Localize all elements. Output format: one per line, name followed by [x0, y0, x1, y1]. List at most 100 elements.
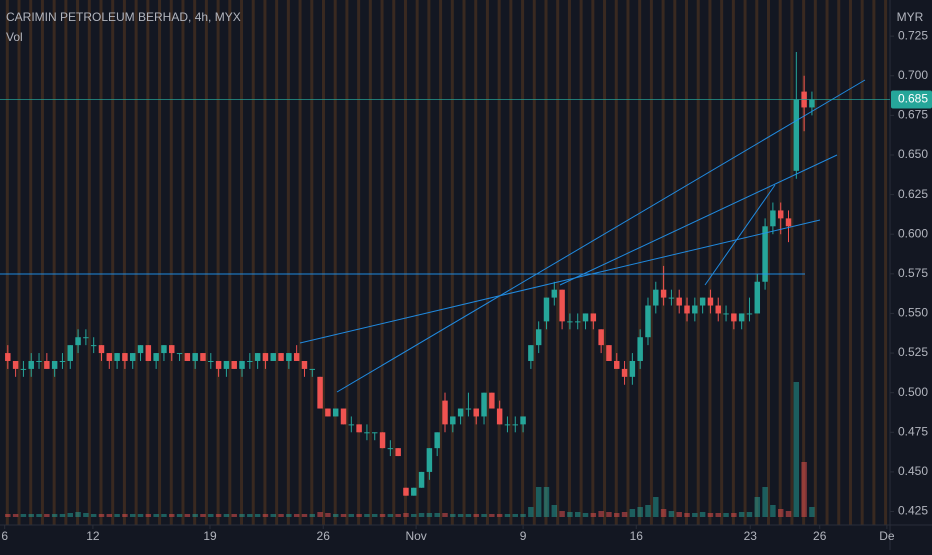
candle-body	[145, 345, 152, 361]
volume-bar	[574, 512, 581, 517]
session-stripe	[579, 0, 583, 525]
volume-bar	[559, 511, 565, 517]
volume-bar	[668, 511, 675, 517]
candle-body	[598, 329, 604, 346]
last-price-label: 0.685	[898, 92, 928, 106]
volume-bar	[621, 512, 628, 517]
session-stripe	[29, 0, 33, 525]
candle-body	[707, 297, 714, 306]
x-tick-label: 6	[1, 529, 8, 543]
trend-line	[704, 184, 776, 286]
volume-bar	[75, 512, 81, 517]
volume-bar	[59, 514, 66, 517]
volume-bar	[379, 514, 386, 517]
volume-bar	[660, 509, 667, 517]
candle-body	[20, 368, 27, 370]
candle-body	[520, 416, 526, 425]
volume-bar	[90, 514, 97, 517]
volume-bar	[715, 513, 721, 517]
candle-body	[169, 345, 175, 354]
volume-bar	[247, 514, 253, 517]
session-stripe	[626, 0, 630, 525]
candle-body	[176, 353, 183, 355]
candle-body	[496, 408, 503, 425]
volume-bar	[590, 513, 597, 517]
candle-body	[645, 305, 651, 338]
candle-body	[434, 432, 440, 449]
volume-bar	[629, 509, 636, 517]
candle-body	[731, 313, 737, 322]
session-stripe	[696, 0, 700, 525]
volume-bar	[746, 512, 753, 517]
volume-bar	[551, 505, 558, 517]
volume-bar	[286, 514, 292, 517]
x-tick-label: Nov	[405, 529, 426, 543]
volume-bar	[387, 514, 394, 517]
candle-body	[231, 360, 237, 369]
session-stripe	[146, 0, 150, 525]
volume-bar	[512, 514, 518, 517]
volume-bar	[785, 511, 792, 517]
session-stripe	[415, 0, 419, 525]
volume-bar	[106, 514, 113, 517]
volume-bar	[426, 513, 433, 517]
volume-bar	[801, 462, 807, 517]
candle-body	[809, 99, 815, 108]
candle-body	[543, 297, 550, 322]
session-stripe	[521, 0, 525, 525]
volume-bar	[254, 514, 261, 517]
volume-bar	[114, 514, 120, 517]
volume-bar	[707, 513, 714, 517]
session-stripe	[603, 0, 607, 525]
volume-bar	[145, 514, 152, 517]
volume-bar	[473, 514, 479, 517]
volume-bar	[528, 507, 534, 517]
volume-bar	[192, 514, 198, 517]
volume-bar	[731, 513, 737, 517]
candle-body	[153, 353, 159, 361]
volume-bar	[481, 514, 487, 517]
session-stripe	[872, 0, 876, 525]
candle-body	[36, 360, 42, 362]
y-tick-label: 0.575	[898, 266, 928, 280]
volume-bar	[278, 514, 284, 517]
candle-body	[215, 360, 222, 369]
candle-body	[83, 337, 89, 339]
candle-body	[372, 432, 378, 434]
session-stripe	[485, 0, 489, 525]
candle-body	[192, 353, 198, 361]
volume-bar	[98, 514, 105, 517]
candle-body	[67, 345, 73, 361]
session-stripe	[275, 0, 279, 525]
candle-body	[254, 353, 261, 361]
candle-body	[559, 289, 565, 322]
candle-body	[777, 210, 784, 219]
candle-body	[325, 408, 331, 417]
volume-bar	[36, 514, 42, 517]
volume-bar	[169, 514, 175, 517]
volume-bar	[645, 505, 651, 517]
volume-bar	[496, 514, 503, 517]
volume-bar	[418, 513, 425, 517]
volume-bar	[262, 514, 269, 517]
volume-label: Vol	[6, 30, 23, 44]
volume-bar	[465, 514, 472, 517]
candle-body	[442, 400, 448, 425]
candle-body	[161, 345, 167, 354]
candle-body	[551, 289, 558, 298]
candle-body	[387, 448, 394, 450]
session-stripe	[380, 0, 384, 525]
session-stripe	[403, 0, 407, 525]
candle-body	[262, 353, 269, 361]
candle-body	[770, 210, 776, 227]
volume-bar	[442, 513, 448, 517]
candle-body	[129, 353, 136, 361]
candle-body	[44, 360, 50, 369]
candle-body	[473, 408, 479, 417]
volume-bar	[793, 382, 800, 517]
volume-bar	[403, 513, 409, 517]
candle-body	[426, 448, 433, 472]
session-stripe	[321, 0, 325, 525]
session-stripe	[591, 0, 595, 525]
